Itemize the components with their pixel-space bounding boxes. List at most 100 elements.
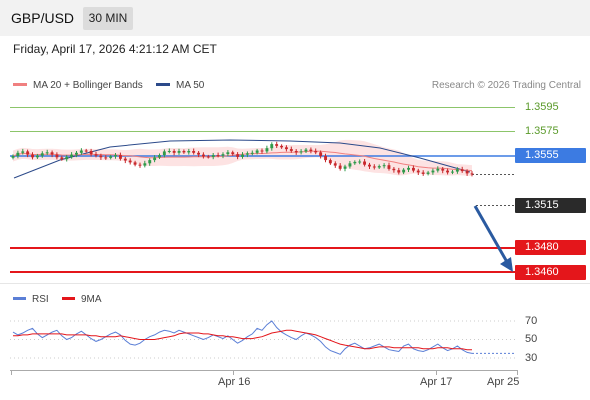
candle-body <box>416 170 420 173</box>
candle-body <box>250 152 254 154</box>
candle-body <box>455 169 459 172</box>
candle-body <box>99 155 103 158</box>
x-tick-apr17: Apr 17 <box>420 376 453 388</box>
legend-rsi-ma: 9MA <box>62 294 102 305</box>
candle-body <box>407 167 410 170</box>
candle-body <box>31 154 34 158</box>
candle-body <box>202 154 205 157</box>
ma20-swatch <box>13 82 27 86</box>
candle-body <box>133 162 137 165</box>
candle-body <box>45 152 49 154</box>
candle-body <box>84 150 88 152</box>
candle-body <box>162 151 166 156</box>
candle-body <box>138 164 142 166</box>
candle-body <box>294 151 298 153</box>
candle-body <box>412 167 415 171</box>
candle-body <box>280 145 283 148</box>
level-pivot-label: 1.3555 <box>515 148 586 163</box>
candle-body <box>470 173 474 175</box>
candle-body <box>70 154 73 157</box>
candle-body <box>211 155 215 157</box>
candle-body <box>397 170 401 173</box>
candle-body <box>60 157 64 160</box>
candle-body <box>372 166 376 168</box>
candle-body <box>231 152 235 155</box>
candle-body <box>431 170 435 173</box>
candle-body <box>206 156 210 158</box>
legend-ma20: MA 20 + Bollinger Bands <box>13 80 143 91</box>
candle-body <box>236 154 240 157</box>
ma50-swatch <box>156 82 170 86</box>
candle-body <box>314 151 318 153</box>
x-tick-apr16: Apr 16 <box>218 376 251 388</box>
level-s2-label: 1.3460 <box>515 265 586 280</box>
rsi-tick-50: 50 <box>525 333 538 345</box>
candle-body <box>260 150 264 152</box>
candle-body <box>75 152 78 155</box>
candle-body <box>65 156 69 160</box>
candle-body <box>392 168 396 171</box>
candle-body <box>216 155 220 157</box>
candle-body <box>382 165 386 167</box>
candle-body <box>441 168 445 171</box>
candle-body <box>197 152 200 155</box>
candle-body <box>270 144 274 149</box>
candle-body <box>119 155 122 159</box>
rsi-swatch <box>13 296 26 300</box>
candle-body <box>299 151 303 153</box>
candle-body <box>402 169 406 173</box>
candle-body <box>50 152 54 155</box>
candle-body <box>109 156 113 158</box>
candle-body <box>94 154 98 156</box>
timeframe-badge[interactable]: 30 MIN <box>83 7 133 30</box>
candle-body <box>16 152 20 156</box>
candle-body <box>275 144 279 146</box>
candle-body <box>451 171 454 173</box>
x-tick-apr25: Apr 25 <box>487 376 520 388</box>
candle-body <box>460 169 464 172</box>
candle-body <box>172 151 176 153</box>
symbol-title: GBP/USD <box>11 10 75 26</box>
report-datetime: Friday, April 17, 2026 4:21:12 AM CET <box>13 42 217 56</box>
source-credit: Research © 2026 Trading Central <box>431 80 581 91</box>
rsi-line <box>12 320 473 355</box>
level-r2-label: 1.3595 <box>525 101 559 113</box>
candle-body <box>343 166 347 169</box>
candle-body <box>289 149 293 151</box>
legend-rsi: RSI <box>13 294 49 305</box>
candle-body <box>36 155 39 158</box>
candle-body <box>148 160 152 164</box>
ma50-line <box>13 139 471 179</box>
candle-body <box>421 172 425 174</box>
candle-body <box>158 155 161 158</box>
candle-body <box>21 151 25 153</box>
candle-body <box>309 149 313 151</box>
candle-body <box>241 154 244 157</box>
candle-body <box>114 155 117 157</box>
candle-body <box>167 151 171 152</box>
candle-body <box>26 151 30 155</box>
candle-body <box>446 170 449 173</box>
candle-body <box>89 151 93 155</box>
candle-body <box>40 153 44 156</box>
candle-body <box>338 165 342 169</box>
candle-body <box>226 152 230 155</box>
candle-body <box>192 151 196 153</box>
candle-body <box>255 150 259 153</box>
candle-body <box>265 148 269 152</box>
candle-body <box>363 161 366 165</box>
candle-body <box>465 171 469 174</box>
forecast-arrow-shaft <box>473 205 509 263</box>
candle-body <box>123 158 127 161</box>
level-s1-label: 1.3480 <box>515 240 586 255</box>
candle-body <box>128 160 132 163</box>
candle-body <box>177 151 181 153</box>
candle-body <box>143 163 147 166</box>
candle-body <box>285 147 288 150</box>
candle-body <box>319 152 323 156</box>
candle-body <box>221 154 225 156</box>
candle-body <box>328 160 332 164</box>
legend-ma50: MA 50 <box>156 80 204 91</box>
candle-body <box>153 157 157 161</box>
